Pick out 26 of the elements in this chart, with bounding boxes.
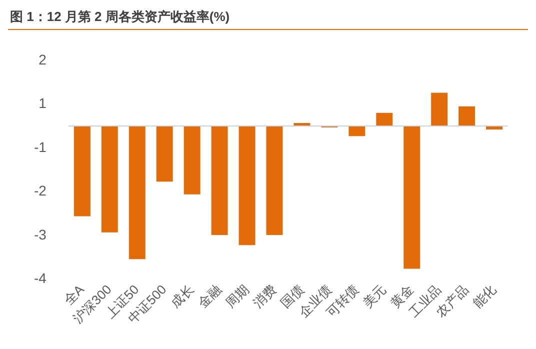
y-tick-label: -4 (34, 270, 47, 286)
bar (101, 126, 118, 232)
bar (431, 92, 448, 126)
x-tick-label: 周期 (222, 282, 252, 311)
bar (156, 126, 173, 182)
y-tick-label: -3 (34, 226, 47, 242)
x-tick-label: 能化 (470, 282, 499, 311)
bar (211, 126, 228, 236)
bar (128, 126, 146, 260)
bar (404, 126, 420, 269)
chart-title: 图 1：12 月第 2 周各类资产收益率(%) (8, 8, 528, 30)
x-tick-label: 美元 (360, 282, 390, 311)
y-tick-label: -1 (34, 138, 47, 155)
bar (458, 106, 476, 126)
x-tick-label: 消费 (250, 282, 280, 311)
y-tick-label: 1 (38, 95, 47, 112)
bar (348, 126, 366, 136)
bar (184, 126, 200, 194)
x-tick-label: 成长 (168, 282, 197, 311)
y-tick-label: -2 (34, 182, 47, 199)
x-tick-label: 金融 (195, 282, 224, 311)
bar (266, 126, 283, 236)
y-tick-label: 2 (38, 51, 47, 68)
bar (74, 126, 90, 216)
bar (376, 112, 393, 126)
bar (238, 126, 256, 246)
